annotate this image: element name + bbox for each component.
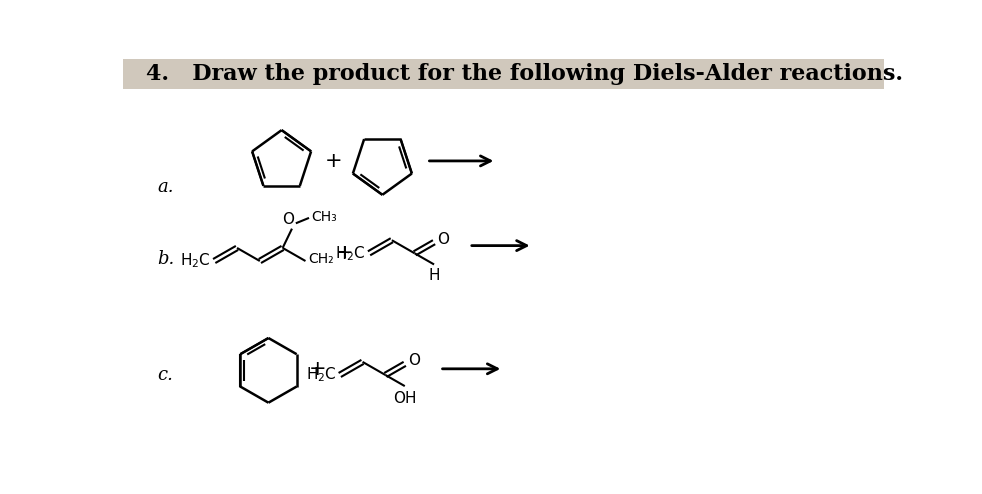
Text: +: + [336,244,354,263]
Text: H$_2$C: H$_2$C [335,244,366,263]
Text: H$_2$C: H$_2$C [306,366,337,384]
Text: 4.   Draw the product for the following Diels-Alder reactions.: 4. Draw the product for the following Di… [146,63,903,85]
Text: O: O [282,212,294,227]
Text: H: H [428,268,440,283]
Text: CH₃: CH₃ [311,210,337,224]
Text: a.: a. [158,178,174,196]
Text: c.: c. [158,366,174,384]
FancyBboxPatch shape [123,59,884,88]
Text: CH₂: CH₂ [307,252,334,266]
Text: +: + [309,359,327,379]
Text: O: O [408,353,420,368]
Text: OH: OH [393,391,416,406]
Text: b.: b. [158,249,175,268]
Text: +: + [325,151,343,171]
Text: H$_2$C: H$_2$C [181,251,211,270]
Text: O: O [437,232,449,247]
